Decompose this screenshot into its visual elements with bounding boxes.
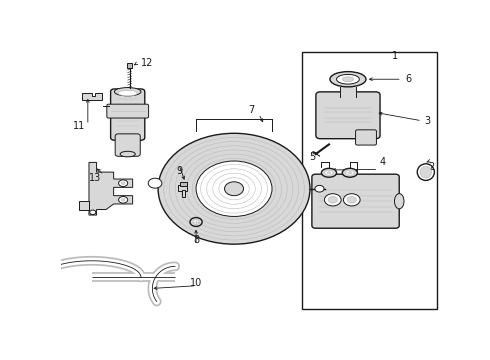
Text: 8: 8 <box>193 235 199 245</box>
FancyBboxPatch shape <box>107 104 148 118</box>
Circle shape <box>193 220 199 224</box>
Text: 1: 1 <box>392 51 398 61</box>
Polygon shape <box>89 162 133 215</box>
FancyBboxPatch shape <box>312 174 399 228</box>
FancyBboxPatch shape <box>111 89 145 140</box>
FancyBboxPatch shape <box>356 130 376 145</box>
Ellipse shape <box>337 75 359 84</box>
Text: 7: 7 <box>248 105 254 115</box>
Circle shape <box>328 197 337 203</box>
Text: 11: 11 <box>74 121 86 131</box>
Circle shape <box>148 178 162 188</box>
Circle shape <box>196 161 272 216</box>
Text: 4: 4 <box>379 157 385 167</box>
Circle shape <box>315 185 324 192</box>
Ellipse shape <box>342 168 358 177</box>
Ellipse shape <box>120 151 135 157</box>
Bar <box>302 51 437 309</box>
Text: 12: 12 <box>141 58 153 68</box>
Bar <box>180 182 187 186</box>
Ellipse shape <box>114 87 141 96</box>
FancyBboxPatch shape <box>316 92 380 139</box>
Text: 3: 3 <box>425 116 431 126</box>
Circle shape <box>190 217 202 226</box>
Ellipse shape <box>325 170 333 175</box>
Ellipse shape <box>420 166 432 178</box>
Circle shape <box>343 194 360 206</box>
Ellipse shape <box>394 194 404 209</box>
Text: 13: 13 <box>89 173 101 183</box>
Circle shape <box>121 198 125 201</box>
Circle shape <box>224 182 244 196</box>
Ellipse shape <box>327 172 331 174</box>
Polygon shape <box>82 93 102 100</box>
Ellipse shape <box>321 168 337 177</box>
Polygon shape <box>79 201 89 210</box>
Circle shape <box>119 180 128 186</box>
Text: 5: 5 <box>309 152 315 162</box>
Bar <box>340 87 356 96</box>
Ellipse shape <box>348 172 352 174</box>
Bar <box>127 63 132 68</box>
FancyBboxPatch shape <box>115 134 140 156</box>
Text: 10: 10 <box>190 278 202 288</box>
Circle shape <box>90 210 96 215</box>
Ellipse shape <box>118 90 137 96</box>
Circle shape <box>121 182 125 185</box>
Text: 6: 6 <box>406 74 412 84</box>
Ellipse shape <box>330 72 366 87</box>
Bar <box>182 190 185 197</box>
Circle shape <box>347 197 356 203</box>
Bar <box>178 185 187 191</box>
Circle shape <box>324 194 341 206</box>
Circle shape <box>158 133 310 244</box>
Ellipse shape <box>345 170 354 175</box>
Text: 9: 9 <box>176 166 182 176</box>
Ellipse shape <box>342 77 354 82</box>
Circle shape <box>119 197 128 203</box>
Text: 2: 2 <box>428 162 435 172</box>
Ellipse shape <box>417 164 434 180</box>
